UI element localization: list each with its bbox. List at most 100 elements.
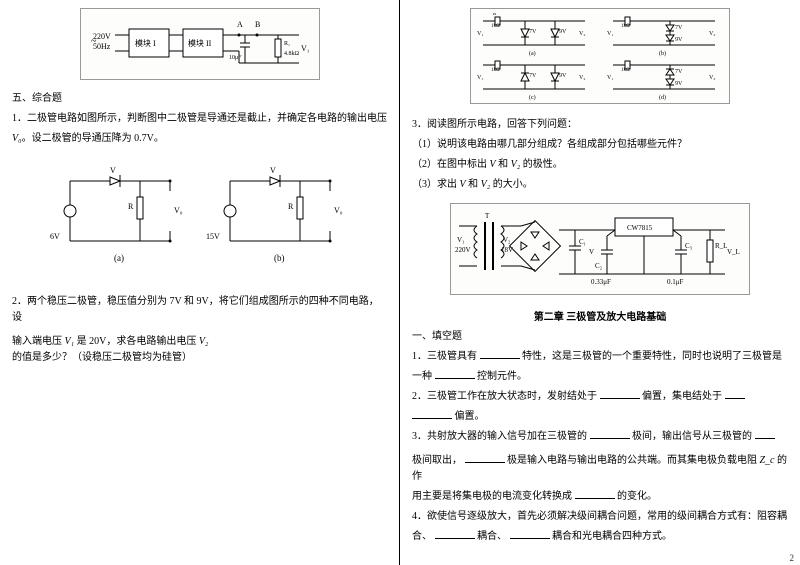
f3-2: 极间取出， 极是输入电路与输出电路的公共端。而其集电极负载电阻 Z_c 的作 (412, 453, 788, 485)
f1d: 控制元件。 (477, 371, 527, 382)
page-number: 2 (790, 553, 795, 563)
svg-text:7V: 7V (529, 73, 537, 79)
q2-l2: 输入端电压 (12, 336, 62, 347)
blank-icon (755, 429, 775, 439)
svg-text:V₁: V₁ (301, 44, 310, 53)
chapter-title: 第二章 三极管及放大电路基础 (412, 308, 788, 323)
blank-icon (465, 453, 505, 463)
svg-text:7V: 7V (675, 25, 683, 31)
q3-2c: 的极性。 (523, 159, 563, 170)
svg-text:V₂: V₂ (579, 31, 585, 37)
svg-text:0.33μF: 0.33μF (591, 278, 611, 286)
svg-text:9V: 9V (559, 73, 567, 79)
svg-text:A: A (237, 20, 243, 29)
q2-l3: 是 20V，求各电路输出电压 (77, 336, 197, 347)
f3g: 的变化。 (617, 491, 657, 502)
svg-text:4.8kΩ: 4.8kΩ (284, 51, 300, 57)
svg-text:V₂: V₂ (579, 75, 585, 81)
q2-rest: 输入端电压 V₁ 是 20V，求各电路输出电压 V₂ 的值是多少？（设稳压二极管… (12, 334, 387, 366)
f4b: 合、 (412, 531, 432, 542)
svg-text:C₁: C₁ (579, 238, 586, 246)
f3d: 极是输入电路与输出电路的公共端。而其集电极负载电阻 (507, 455, 757, 466)
svg-text:V₁: V₁ (607, 75, 613, 81)
q3-2b: 和 (498, 159, 508, 170)
f3: 3．共射放大器的输入信号加在三极管的 极间，输出信号从三极管的 (412, 429, 788, 445)
q1-text: 1．二极管电路如图所示，判断图中二极管是导通还是截止，并确定各电路的输出电压 (12, 111, 387, 127)
f2: 2．三极管工作在放大状态时，发射结处于 偏置，集电结处于 (412, 389, 788, 405)
svg-text:1kΩ: 1kΩ (491, 24, 500, 29)
blank-icon (435, 369, 475, 379)
svg-text:R: R (128, 202, 134, 211)
figure-1: 220V 50Hz ~ 模块 I 模块 II A B (12, 8, 387, 83)
blank-icon (412, 409, 452, 419)
svg-text:V₀: V₀ (174, 206, 183, 215)
svg-text:220V: 220V (455, 246, 471, 254)
f1b: 特性，这是三极管的一个重要特性，同时也说明了三极管是 (522, 351, 782, 362)
f4-2: 合、 耦合、 耦合和光电耦合四种方式。 (412, 529, 788, 545)
svg-text:6V: 6V (50, 232, 60, 241)
svg-text:CW7815: CW7815 (627, 224, 653, 232)
svg-text:9V: 9V (675, 37, 683, 43)
svg-text:V₂: V₂ (709, 31, 715, 37)
blank-icon (725, 389, 745, 399)
svg-text:1kΩ: 1kΩ (621, 24, 630, 29)
f4d: 耦合和光电耦合四种方式。 (552, 531, 672, 542)
svg-text:V₁: V₁ (607, 31, 613, 37)
svg-text:V₂: V₂ (503, 236, 511, 244)
blank-icon (435, 529, 475, 539)
figure-2: V 6V R V₀ (a) (12, 161, 387, 274)
svg-text:R: R (493, 13, 497, 17)
svg-text:V₂: V₂ (709, 75, 715, 81)
q1-vo: V₀ (12, 133, 22, 144)
svg-text:1kΩ: 1kΩ (491, 68, 500, 73)
q3-3: （3）求出 V 和 V₂ 的大小。 (412, 177, 788, 193)
svg-text:0.1μF: 0.1μF (667, 278, 684, 286)
f3a: 3．共射放大器的输入信号加在三极管的 (412, 431, 587, 442)
q3-3v: V (460, 179, 466, 190)
zener-grid-svg: R 1kΩ 7V 9V V₁ V₂ (a) (475, 13, 727, 101)
q3-3a: （3）求出 (412, 179, 457, 190)
svg-text:V: V (270, 166, 276, 175)
fill-title: 一、填空题 (412, 329, 788, 345)
svg-text:R_L: R_L (715, 242, 727, 250)
svg-text:15V: 15V (206, 232, 220, 241)
q3-title: 3．阅读图所示电路，回答下列问题： (412, 117, 788, 133)
svg-text:7V: 7V (529, 29, 537, 35)
svg-text:~: ~ (91, 36, 97, 47)
q3-v2: V₂ (511, 159, 521, 170)
q2-vi: V₁ (65, 336, 75, 347)
block-diagram-svg: 220V 50Hz ~ 模块 I 模块 II A B (89, 15, 313, 75)
svg-text:10μF: 10μF (229, 55, 242, 61)
q3-2: （2）在图中标出 V 和 V₂ 的极性。 (412, 157, 788, 173)
blank-icon (575, 489, 615, 499)
svg-text:C₂: C₂ (595, 262, 603, 270)
svg-text:V_L: V_L (727, 248, 740, 256)
blank-icon (480, 349, 520, 359)
svg-text:7V: 7V (675, 69, 683, 75)
svg-text:(c): (c) (529, 94, 536, 101)
svg-text:模块 I: 模块 I (135, 38, 156, 48)
svg-text:B: B (255, 20, 260, 29)
blank-icon (600, 389, 640, 399)
svg-text:1kΩ: 1kΩ (621, 68, 630, 73)
blank-icon (510, 529, 550, 539)
svg-text:(d): (d) (659, 94, 666, 101)
svg-text:T: T (485, 212, 490, 220)
svg-text:9V: 9V (559, 29, 567, 35)
svg-text:C₃: C₃ (685, 242, 693, 250)
svg-text:V₀: V₀ (334, 206, 343, 215)
blank-icon (590, 429, 630, 439)
svg-text:(b): (b) (659, 50, 666, 57)
f3f: 用主要是将集电极的电流变化转换成 (412, 491, 572, 502)
q3-3b: 和 (468, 179, 478, 190)
f3b: 极间，输出信号从三极管的 (632, 431, 752, 442)
svg-text:V₁: V₁ (477, 75, 483, 81)
diode-circuits-svg: V 6V R V₀ (a) (50, 161, 350, 271)
q3-3v2: V₂ (481, 179, 491, 190)
f3-3: 用主要是将集电极的电流变化转换成 的变化。 (412, 489, 788, 505)
q1-text-2: V₀。设二极管的导通压降为 0.7V。 (12, 131, 387, 147)
f1-2: 一种 控制元件。 (412, 369, 788, 385)
f2b: 偏置，集电结处于 (642, 391, 722, 402)
f2c: 偏置。 (455, 411, 485, 422)
q1-line1: 1．二极管电路如图所示，判断图中二极管是导通还是截止，并确定各电路的输出电压 (12, 113, 387, 124)
